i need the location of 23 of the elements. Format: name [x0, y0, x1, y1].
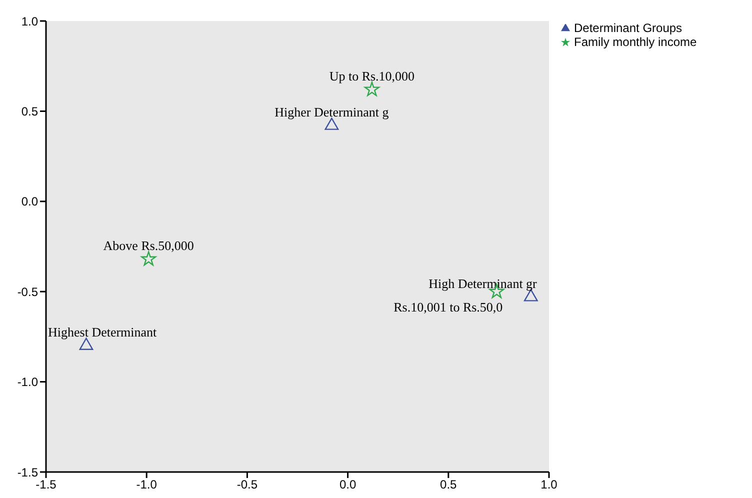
y-tick-label: -1.0 — [17, 375, 38, 390]
y-tick-label: -0.5 — [17, 284, 38, 299]
x-tick-label: -1.0 — [136, 478, 158, 492]
data-label: High Determinant gr — [428, 276, 538, 292]
data-label: Up to Rs.10,000 — [329, 68, 415, 84]
point — [141, 251, 156, 266]
x-tick-label: 1.0 — [540, 478, 558, 492]
y-tick-label: 0.0 — [21, 194, 38, 209]
point — [364, 82, 380, 96]
x-tick-label: 0.5 — [440, 478, 458, 492]
data-label: Highest Determinant — [48, 324, 158, 340]
x-tick-label: -1.5 — [36, 478, 57, 492]
legend-label: Determinant Groups — [574, 21, 682, 35]
y-tick-label: -1.5 — [17, 465, 38, 480]
x-tick-label: 0.0 — [339, 478, 356, 492]
x-tick-label: -0.5 — [236, 478, 258, 492]
y-tick-label: 1.0 — [21, 14, 38, 28]
data-label: Above Rs.50,000 — [103, 238, 194, 254]
legend-label: Family monthly income — [574, 35, 697, 49]
data-label: Rs.10,001 to Rs.50,0 — [394, 300, 503, 315]
point — [324, 118, 339, 130]
data-label: Higher Determinant g — [274, 104, 390, 120]
y-tick-label: 0.5 — [21, 104, 38, 118]
